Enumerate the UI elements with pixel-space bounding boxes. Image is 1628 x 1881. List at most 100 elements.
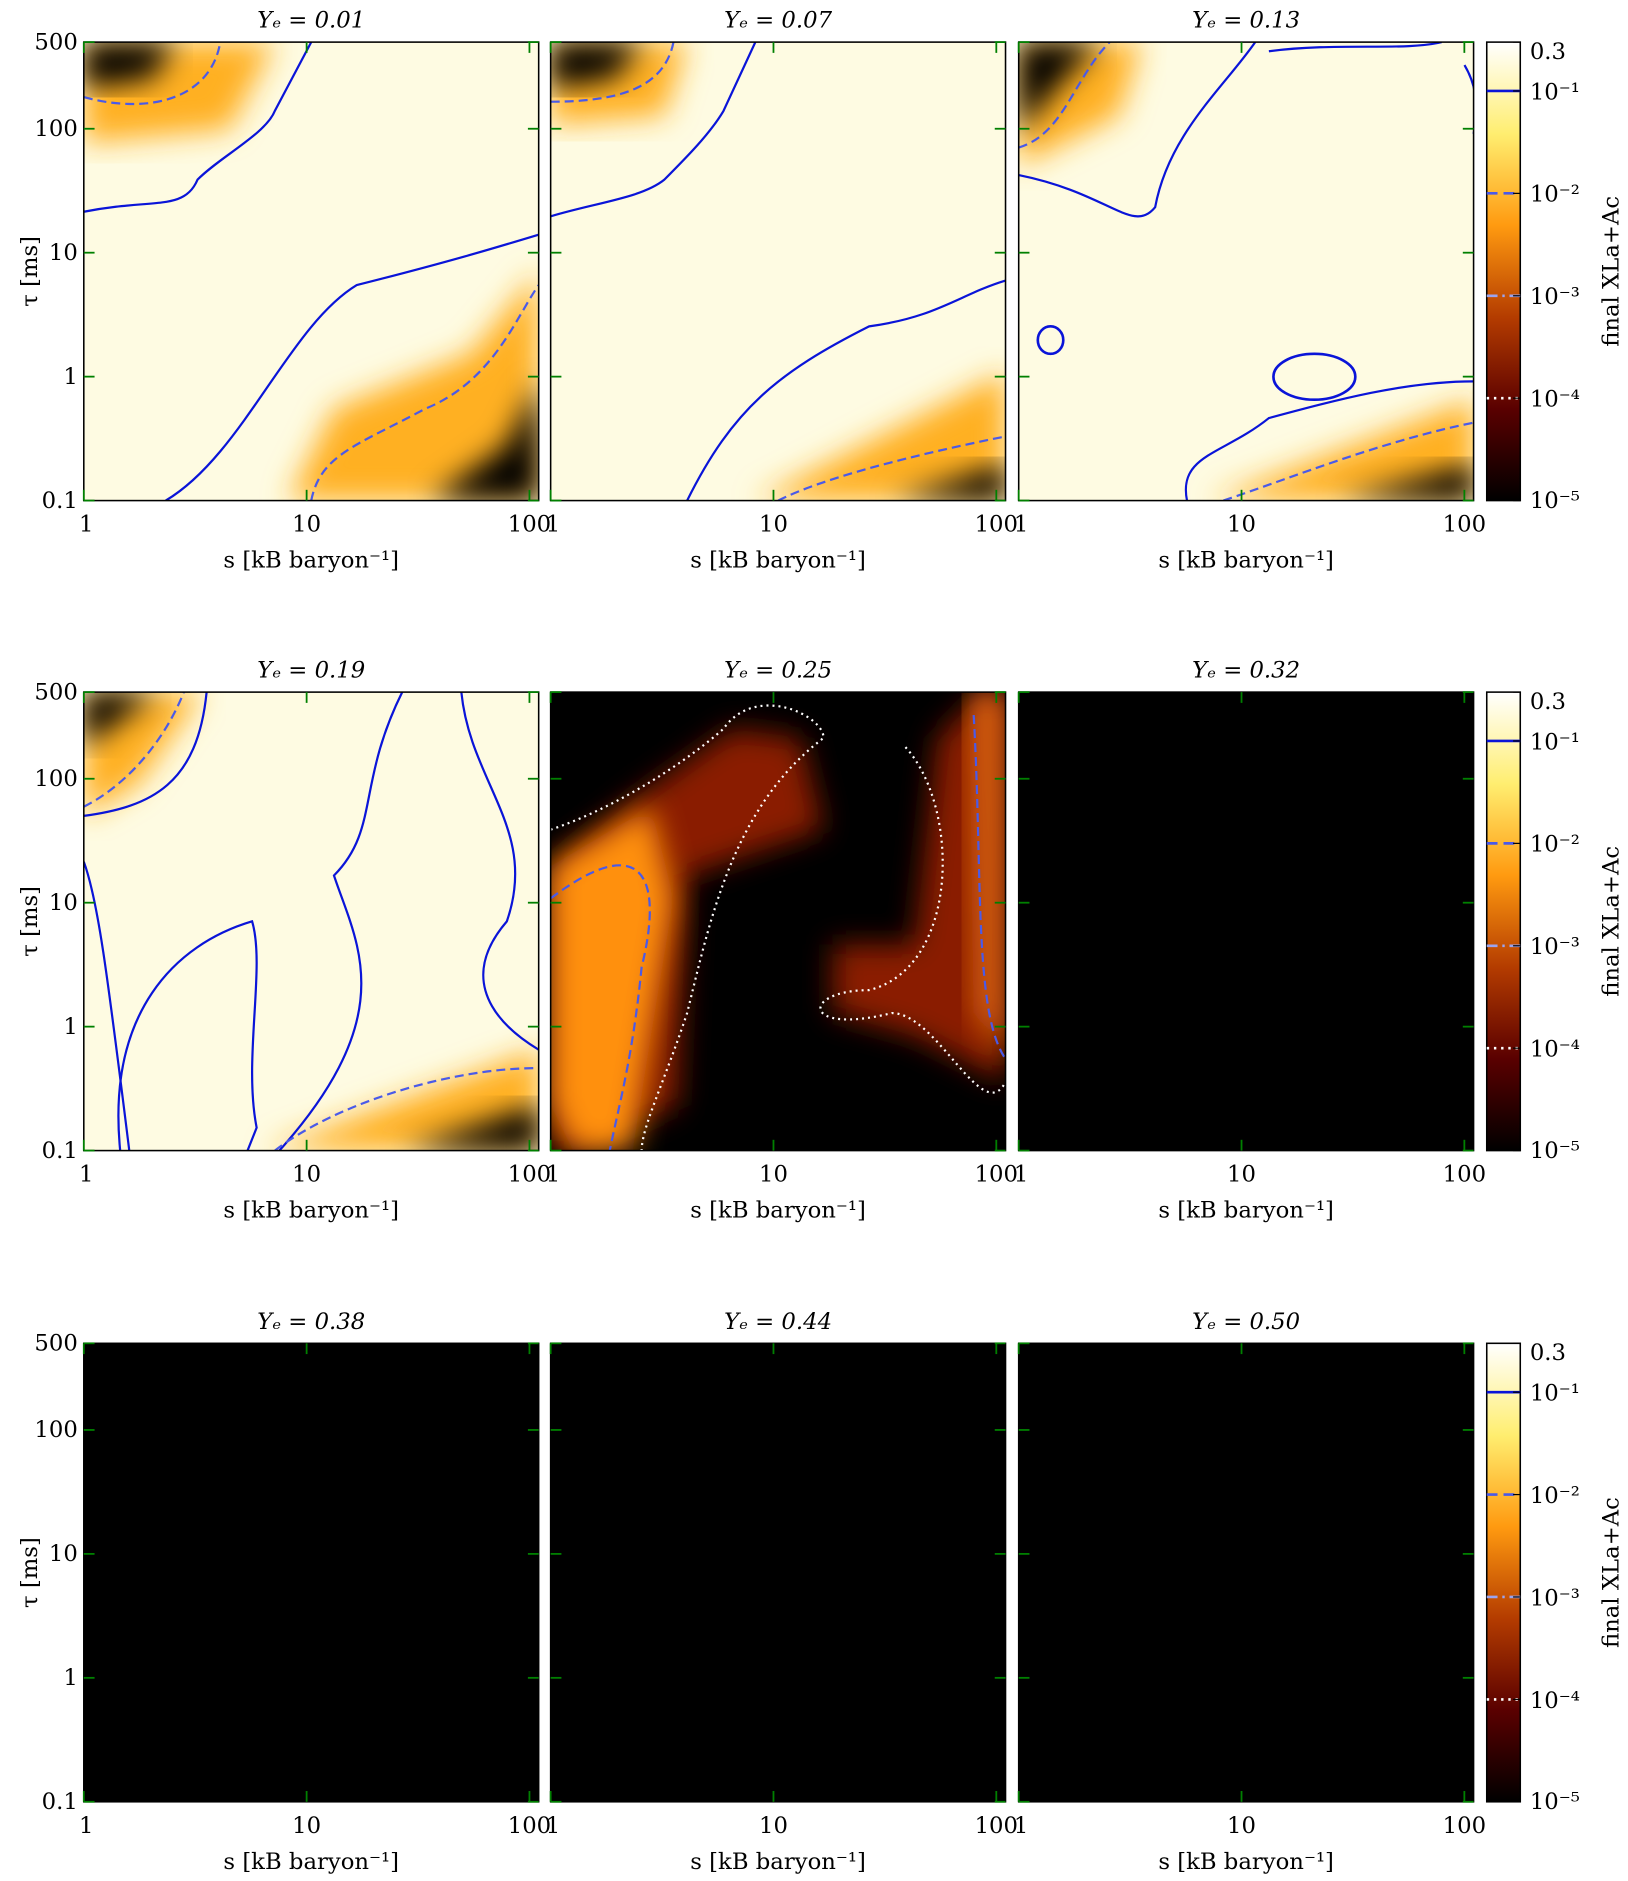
panel-title: Yₑ = 0.44: [724, 1309, 832, 1335]
contour: [84, 42, 311, 212]
contour: [1019, 42, 1110, 147]
contour: [551, 705, 824, 1150]
x-tick-label: 100: [1443, 1162, 1486, 1188]
contour: [118, 921, 256, 1150]
panel-title: Yₑ = 0.13: [1192, 8, 1300, 34]
y-tick-label: 1: [63, 1014, 77, 1040]
field-blob: [755, 372, 1006, 501]
x-tick-label: 1: [546, 1813, 560, 1839]
field-blob: [891, 463, 1006, 501]
contour: [275, 1068, 539, 1151]
field-region: [1209, 399, 1474, 501]
contour: [1186, 381, 1474, 500]
panel-frame: [83, 691, 540, 1152]
contour: [84, 692, 207, 816]
field-region: [832, 692, 1006, 1082]
x-tick-label: 10: [1227, 512, 1256, 538]
x-tick-label: 10: [292, 1813, 321, 1839]
contour: [551, 865, 650, 1150]
panel-title: Yₑ = 0.25: [724, 658, 832, 684]
y-axis-label: τ [ms]: [17, 1537, 43, 1608]
contour: [551, 42, 674, 102]
panel-title: Yₑ = 0.19: [257, 658, 365, 684]
colorbar: [1485, 691, 1522, 1152]
x-tick-label: 100: [975, 1813, 1018, 1839]
field-blob: [1337, 463, 1474, 501]
y-tick-label: 100: [34, 766, 77, 792]
y-tick-label: 10: [49, 240, 78, 266]
x-tick-label: 100: [508, 1813, 551, 1839]
y-tick-label: 0.1: [42, 1138, 78, 1164]
x-tick-label: 1: [1014, 512, 1028, 538]
x-tick-label: 1: [79, 1813, 93, 1839]
colorbar-tick-label: 10⁻⁵: [1530, 488, 1580, 514]
colorbar-tick-label: 10⁻¹: [1530, 729, 1580, 755]
y-tick-label: 500: [34, 679, 77, 705]
y-tick-label: 1: [63, 1665, 77, 1691]
field-region: [550, 42, 642, 88]
contour: [166, 235, 539, 501]
colorbar-tick-label: 10⁻²: [1530, 182, 1580, 208]
field-region: [83, 42, 175, 88]
colorbar-tick-label: 10⁻⁴: [1530, 1688, 1580, 1714]
field-blob: [550, 806, 674, 1151]
contour: [1272, 352, 1357, 402]
contour: [84, 42, 220, 104]
x-tick-label: 10: [1227, 1162, 1256, 1188]
heat-field: [550, 42, 1006, 501]
field-bg: [83, 1343, 539, 1802]
contour: [820, 747, 1005, 1093]
y-tick-label: 1: [63, 364, 77, 390]
panel-frame: [83, 1342, 540, 1803]
y-tick-label: 500: [34, 29, 77, 55]
panel-frame: [549, 41, 1007, 502]
field-blob: [832, 692, 1006, 1082]
x-tick-label: 1: [1014, 1813, 1028, 1839]
x-tick-label: 100: [508, 512, 551, 538]
field-region: [288, 271, 539, 501]
y-tick-label: 500: [34, 1330, 77, 1356]
field-bg: [1018, 692, 1474, 1151]
y-tick-label: 100: [34, 1417, 77, 1443]
y-tick-label: 100: [34, 116, 77, 142]
x-tick-label: 10: [292, 1162, 321, 1188]
y-tick-label: 0.1: [42, 488, 78, 514]
field-region: [1018, 42, 1101, 134]
field-region: [755, 372, 1006, 501]
x-axis-label: s [kB baryon⁻¹]: [223, 1198, 399, 1224]
y-axis-label: τ [ms]: [17, 886, 43, 957]
field-blob: [1209, 399, 1474, 501]
x-tick-label: 100: [975, 512, 1018, 538]
x-tick-label: 100: [1443, 512, 1486, 538]
heat-field: [1018, 42, 1474, 501]
contour: [1019, 42, 1256, 216]
field-bg: [83, 692, 539, 1151]
contour: [1223, 423, 1473, 501]
contour: [84, 862, 129, 1151]
colorbar-tick-label: 10⁻³: [1530, 1585, 1580, 1611]
contour: [551, 42, 756, 216]
x-axis-label: s [kB baryon⁻¹]: [690, 1849, 866, 1875]
y-tick-label: 10: [49, 1541, 78, 1567]
panel-frame: [549, 691, 1007, 1152]
x-axis-label: s [kB baryon⁻¹]: [1158, 548, 1334, 574]
field-region: [550, 806, 674, 1151]
panel-frame: [1017, 41, 1475, 502]
contour: [461, 692, 538, 1050]
field-bg: [550, 1343, 1006, 1802]
x-axis-label: s [kB baryon⁻¹]: [223, 548, 399, 574]
field-blob: [288, 271, 539, 501]
panel-title: Yₑ = 0.38: [257, 1309, 365, 1335]
x-tick-label: 1: [1014, 1162, 1028, 1188]
x-axis-label: s [kB baryon⁻¹]: [690, 1198, 866, 1224]
contour: [1036, 325, 1065, 356]
field-region: [429, 381, 539, 501]
colorbar-label: final XLa+Ac: [1598, 846, 1624, 997]
contour: [974, 715, 1006, 1059]
field-region: [969, 692, 1006, 1059]
colorbar-tick-label: 0.3: [1530, 689, 1566, 715]
heat-field: [550, 1343, 1006, 1802]
colorbar: [1485, 41, 1522, 502]
x-tick-label: 1: [79, 512, 93, 538]
